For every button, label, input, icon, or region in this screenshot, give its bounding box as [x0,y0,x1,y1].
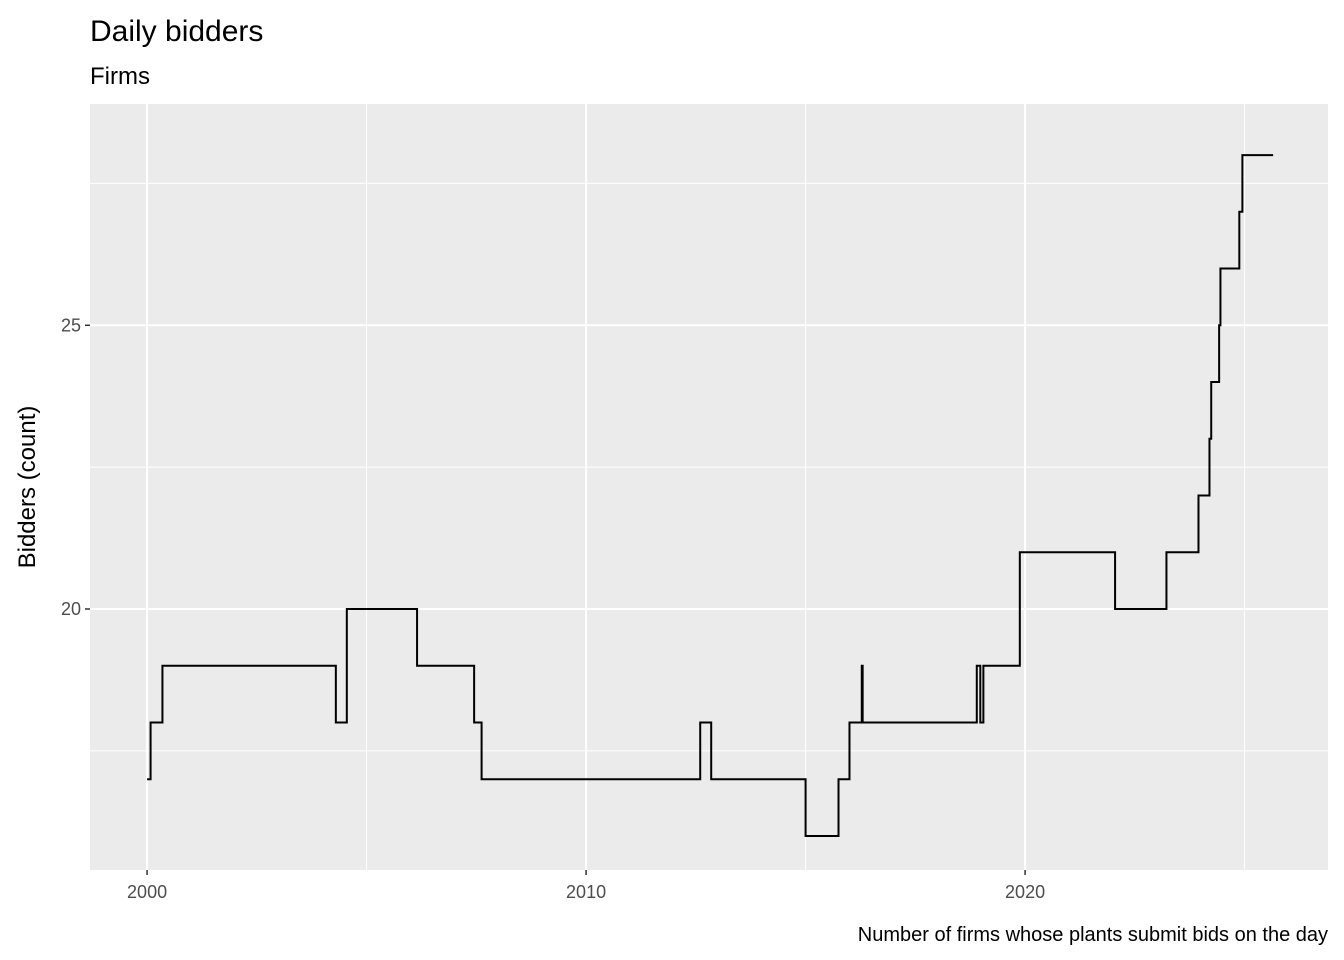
minor-gridlines [90,104,1328,870]
y-tick-label: 25 [61,315,81,335]
x-axis: 2000 2010 2020 [127,870,1045,902]
series-step-line [147,154,1274,837]
y-tick-label: 20 [61,599,81,619]
x-tick-label: 2010 [566,882,606,902]
chart-caption: Number of firms whose plants submit bids… [858,924,1328,946]
chart-title: Daily bidders [90,15,263,48]
x-tick-label: 2020 [1005,882,1045,902]
chart-subtitle: Firms [90,63,150,90]
plot-panel [90,104,1328,870]
y-axis-title: Bidders (count) [14,406,41,569]
series-layer [147,154,1274,837]
x-tick-label: 2000 [127,882,167,902]
